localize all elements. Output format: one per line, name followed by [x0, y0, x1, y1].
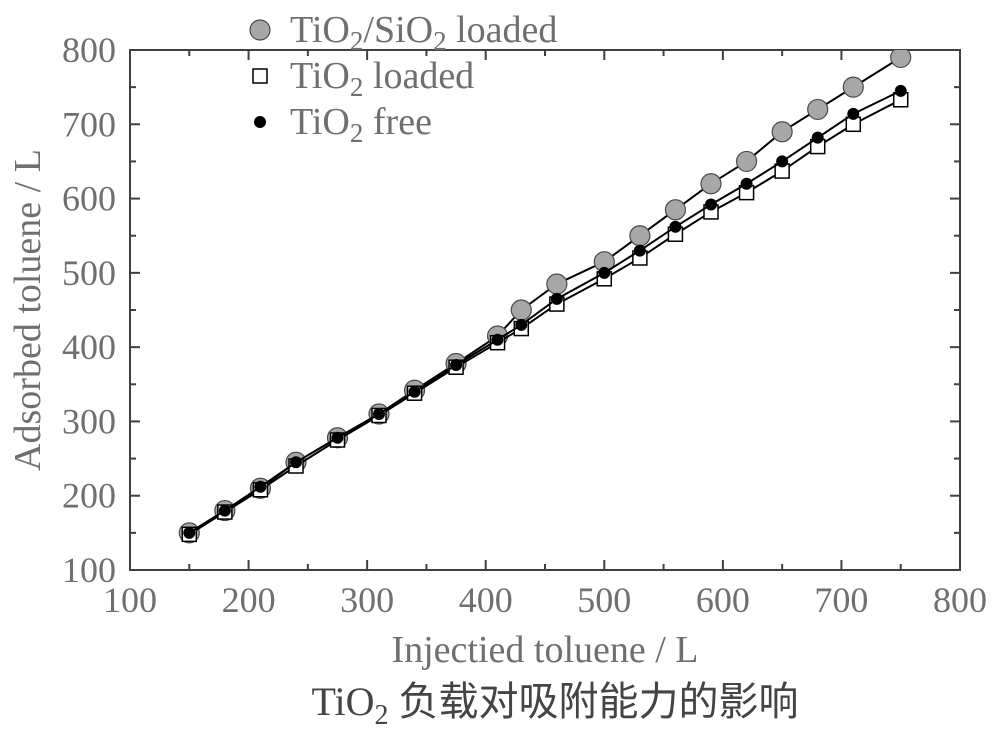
x-tick-label: 500: [577, 580, 631, 620]
y-axis-title: Adsorbed toluene / L: [7, 149, 49, 471]
y-tick-label: 200: [62, 476, 116, 516]
legend-label-tio2_loaded: TiO2 loaded: [290, 55, 474, 102]
legend-label-tio2_sio2_loaded: TiO2/SiO2 loaded: [290, 9, 557, 56]
x-tick-label: 400: [459, 580, 513, 620]
y-tick-label: 300: [62, 401, 116, 441]
legend-marker-tio2_loaded: [253, 69, 267, 83]
y-tick-label: 600: [62, 179, 116, 219]
y-tick-label: 700: [62, 104, 116, 144]
y-tick-label: 100: [62, 550, 116, 590]
x-tick-label: 600: [696, 580, 750, 620]
x-tick-label: 800: [933, 580, 987, 620]
y-tick-label: 500: [62, 253, 116, 293]
x-axis-title: Injectied toluene / L: [391, 629, 698, 671]
legend-marker-tio2_sio2_loaded: [250, 20, 270, 40]
x-tick-label: 200: [222, 580, 276, 620]
figure: 100 200 300 400 500 600 700 800 Injectied toluen…: [0, 0, 1000, 746]
x-tick-label: 300: [340, 580, 394, 620]
y-tick-label: 800: [62, 30, 116, 70]
y-tick-label: 400: [62, 327, 116, 367]
legend-marker-tio2_free: [255, 117, 266, 128]
x-tick-label: 700: [814, 580, 868, 620]
chart-svg: 100 200 300 400 500 600 700 800 Injectied toluen…: [0, 0, 1000, 746]
